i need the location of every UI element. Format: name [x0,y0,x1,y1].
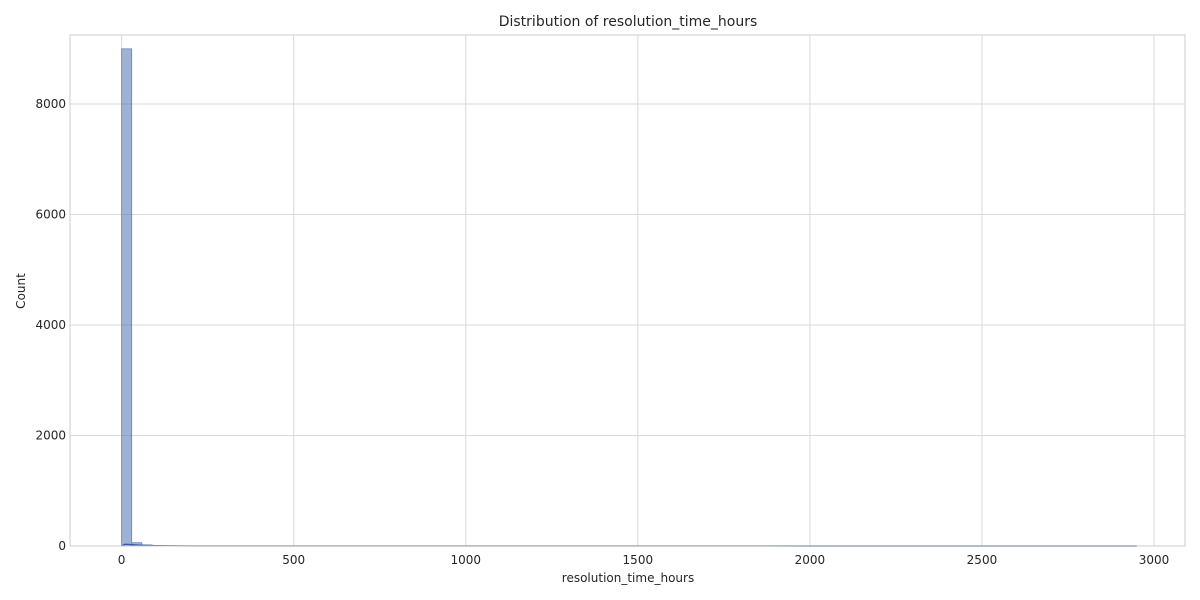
x-tick-label: 1500 [623,553,654,567]
y-tick-labels: 0 2000 4000 6000 8000 [35,97,66,553]
bars-layer [121,48,224,547]
y-tick-label: 8000 [35,97,66,111]
x-tick-label: 1000 [450,553,481,567]
y-tick-label: 2000 [35,429,66,443]
grid-layer [70,35,1185,547]
y-tick-label: 4000 [35,318,66,332]
x-tick-label: 2500 [967,553,998,567]
chart-title: Distribution of resolution_time_hours [499,14,758,30]
x-tick-label: 500 [282,553,305,567]
x-tick-labels: 0 500 1000 1500 2000 2500 3000 [118,553,1170,567]
x-tick-label: 0 [118,553,126,567]
histogram-bar [121,48,133,547]
x-axis-label: resolution_time_hours [562,571,694,585]
y-tick-label: 6000 [35,208,66,222]
x-tick-label: 3000 [1139,553,1170,567]
y-axis-label: Count [14,273,28,309]
x-tick-label: 2000 [795,553,826,567]
plot-frame [69,34,1186,547]
y-tick-label: 0 [58,539,66,553]
